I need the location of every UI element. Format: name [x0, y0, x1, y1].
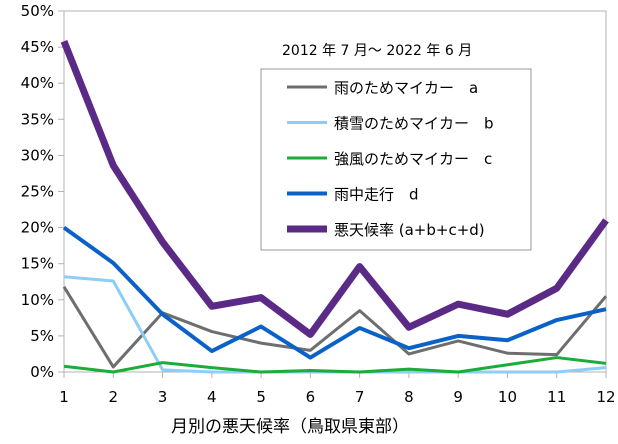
- y-tick-label: 40%: [21, 74, 54, 92]
- x-tick-label: 9: [453, 388, 463, 406]
- y-axis: 0% 5% 10% 15% 20% 25% 30% 35% 40% 45% 50%: [21, 2, 64, 381]
- legend: 雨のためマイカー a 積雪のためマイカー b 強風のためマイカー c 雨中走行 d 悪天…: [260, 68, 532, 251]
- x-tick-label: 6: [306, 388, 316, 406]
- x-tick-label: 7: [355, 388, 365, 406]
- x-tick-label: 11: [547, 388, 566, 406]
- y-tick-label: 25%: [21, 183, 54, 201]
- legend-label: 強風のためマイカー c: [334, 150, 492, 168]
- y-tick-label: 5%: [30, 327, 54, 345]
- y-tick-label: 30%: [21, 146, 54, 164]
- x-tick-label: 4: [207, 388, 217, 406]
- x-tick-label: 3: [158, 388, 168, 406]
- y-tick-label: 35%: [21, 110, 54, 128]
- series-layer: [60, 40, 609, 374]
- x-tick-label: 10: [498, 388, 517, 406]
- x-axis-label: 月別の悪天候率（鳥取県東部）: [171, 417, 409, 437]
- y-tick-label: 45%: [21, 38, 54, 56]
- y-tick-label: 0%: [30, 363, 54, 381]
- series-line-1: [62, 286, 608, 369]
- y-tick-label: 15%: [21, 255, 54, 273]
- series-line-4: [62, 225, 607, 360]
- x-tick-label: 2: [108, 388, 118, 406]
- legend-label: 悪天候率 (a+b+c+d): [334, 221, 485, 239]
- x-axis: 1 2 3 4 5 6 7 8 9 10 11 12: [59, 372, 616, 406]
- series-line-3: [63, 356, 607, 374]
- x-tick-label: 8: [404, 388, 414, 406]
- x-tick-label: 12: [596, 388, 615, 406]
- legend-label: 雨のためマイカー a: [334, 79, 478, 97]
- y-tick-label: 20%: [21, 219, 54, 237]
- chart-annotation: 2012 年 7 月～ 2022 年 6 月: [282, 43, 472, 59]
- legend-label: 雨中走行 d: [334, 186, 419, 204]
- legend-label: 積雪のためマイカー b: [334, 115, 494, 133]
- y-tick-label: 10%: [21, 291, 54, 309]
- series-line-2: [63, 275, 607, 374]
- y-tick-label: 50%: [21, 2, 54, 20]
- x-tick-label: 5: [256, 388, 266, 406]
- series-line-5: [60, 40, 609, 338]
- x-tick-label: 1: [59, 388, 69, 406]
